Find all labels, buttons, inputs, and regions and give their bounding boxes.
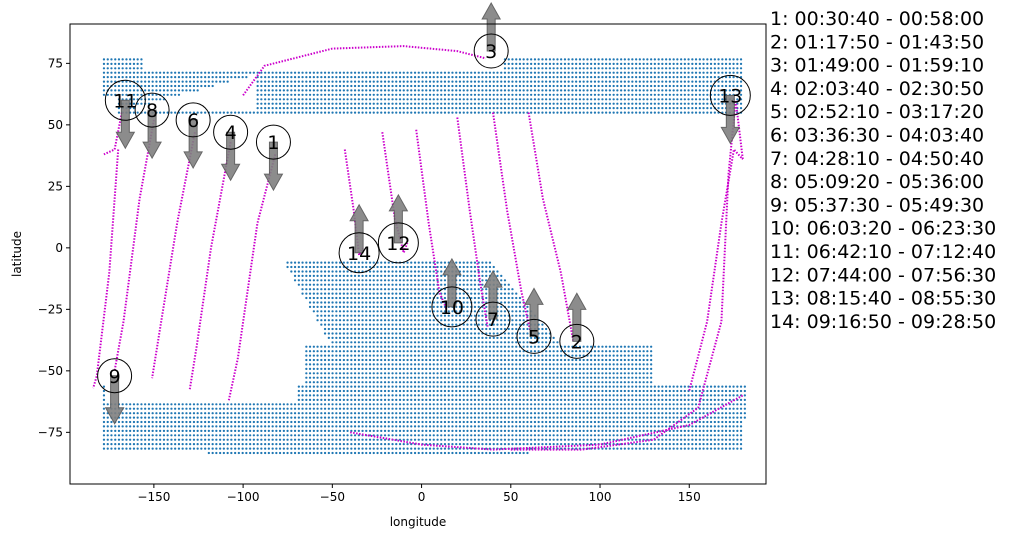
arrow-2: [566, 292, 587, 342]
marker-circle-7: [475, 301, 511, 337]
track-9: [92, 149, 120, 389]
arrow-7: [483, 270, 503, 320]
arrow-14: [349, 203, 369, 254]
marker-label-4: 4: [225, 122, 237, 144]
y-axis-ticks: −75 −50 −25 0 25 50 75: [38, 56, 70, 439]
legend-entry: 8: 05:09:20 - 05:36:00: [770, 171, 984, 193]
marker-circle-14: [338, 232, 380, 274]
arrow-6: [183, 119, 203, 169]
track-7: [456, 117, 489, 327]
arrow-10: [442, 257, 462, 308]
legend-entry: 12: 07:44:00 - 07:56:30: [770, 264, 996, 286]
track-5: [492, 112, 532, 332]
arrow-12: [388, 193, 409, 244]
legend: 1: 00:30:40 - 00:58:002: 01:17:50 - 01:4…: [770, 8, 996, 333]
legend-entry: 2: 01:17:50 - 01:43:50: [770, 31, 984, 53]
track-4: [188, 141, 232, 391]
arrow-11: [115, 99, 136, 150]
direction-arrows: [104, 2, 741, 425]
marker-label-5: 5: [528, 326, 540, 348]
marker-circle-4: [213, 114, 249, 150]
marker-label-12: 12: [386, 233, 410, 255]
y-axis-label: latitude: [10, 231, 24, 277]
arrow-13: [720, 94, 741, 145]
marker-circle-9: [97, 358, 133, 394]
plot-background: [70, 24, 766, 484]
legend-entry: 9: 05:37:30 - 05:49:30: [770, 194, 984, 216]
marker-label-8: 8: [146, 100, 158, 122]
legend-entry: 6: 03:36:30 - 04:03:40: [770, 125, 984, 147]
track-8: [113, 119, 155, 371]
y-tick-label: −75: [38, 425, 63, 439]
x-axis-label: longitude: [390, 515, 447, 529]
marker-label-3: 3: [485, 41, 497, 63]
legend-entry: 10: 06:03:20 - 06:23:30: [770, 218, 996, 240]
y-tick-label: −25: [38, 302, 63, 316]
marker-circle-11: [104, 79, 146, 121]
track-3: [242, 45, 487, 96]
marker-label-11: 11: [113, 90, 137, 112]
track-13b: [350, 394, 744, 451]
track-2: [527, 112, 575, 342]
x-tick-label: −150: [137, 490, 170, 504]
x-tick-label: −100: [227, 490, 260, 504]
arrow-3: [481, 2, 502, 52]
arrow-9: [104, 375, 125, 425]
legend-entry: 13: 08:15:40 - 08:55:30: [770, 288, 996, 310]
marker-label-13: 13: [718, 85, 742, 107]
arrow-5: [524, 287, 544, 337]
marker-circle-13: [709, 74, 751, 116]
marker-circle-12: [377, 222, 419, 264]
x-tick-label: 100: [589, 490, 612, 504]
track-6: [151, 132, 196, 379]
marker-label-14: 14: [347, 243, 371, 265]
arrow-8: [142, 109, 162, 160]
legend-entry: 4: 02:03:40 - 02:30:50: [770, 78, 984, 100]
marker-circle-2: [559, 323, 595, 359]
marker-label-10: 10: [440, 297, 464, 319]
legend-entry: 7: 04:28:10 - 04:50:40: [770, 148, 984, 170]
marker-label-2: 2: [571, 331, 583, 353]
legend-entry: 5: 02:52:10 - 03:17:20: [770, 101, 984, 123]
track-10: [415, 129, 448, 310]
marker-circle-5: [516, 318, 552, 354]
y-tick-label: 0: [55, 241, 63, 255]
legend-entry: 3: 01:49:00 - 01:59:10: [770, 55, 984, 77]
marker-circle-10: [431, 286, 473, 328]
marker-label-1: 1: [267, 132, 279, 154]
marker-label-7: 7: [487, 309, 499, 331]
legend-entry: 14: 09:16:50 - 09:28:50: [770, 311, 996, 333]
plot-frame: [69, 23, 767, 485]
x-tick-label: 150: [678, 490, 701, 504]
legend-entry: 11: 06:42:10 - 07:12:40: [770, 241, 996, 263]
x-tick-label: 0: [418, 490, 426, 504]
x-tick-label: −50: [320, 490, 345, 504]
track-13c: [688, 147, 744, 391]
y-tick-label: −50: [38, 364, 63, 378]
marker-label-6: 6: [187, 110, 199, 132]
y-tick-label: 75: [48, 56, 63, 70]
arrow-1: [263, 141, 284, 192]
marker-label-9: 9: [109, 366, 121, 388]
x-tick-label: 50: [503, 490, 518, 504]
track-1: [227, 154, 277, 401]
y-tick-label: 25: [48, 179, 63, 193]
marker-circle-8: [134, 92, 170, 128]
track-lines: [92, 45, 744, 451]
marker-circle-6: [175, 102, 211, 138]
legend-entry: 1: 00:30:40 - 00:58:00: [770, 8, 984, 30]
x-axis-ticks: −150 −100 −50 0 50 100 150: [137, 484, 701, 504]
y-tick-label: 50: [48, 118, 63, 132]
arrow-4: [220, 131, 241, 182]
marker-circle-3: [473, 33, 509, 69]
track-11: [103, 112, 123, 156]
marker-circle-1: [255, 124, 291, 160]
